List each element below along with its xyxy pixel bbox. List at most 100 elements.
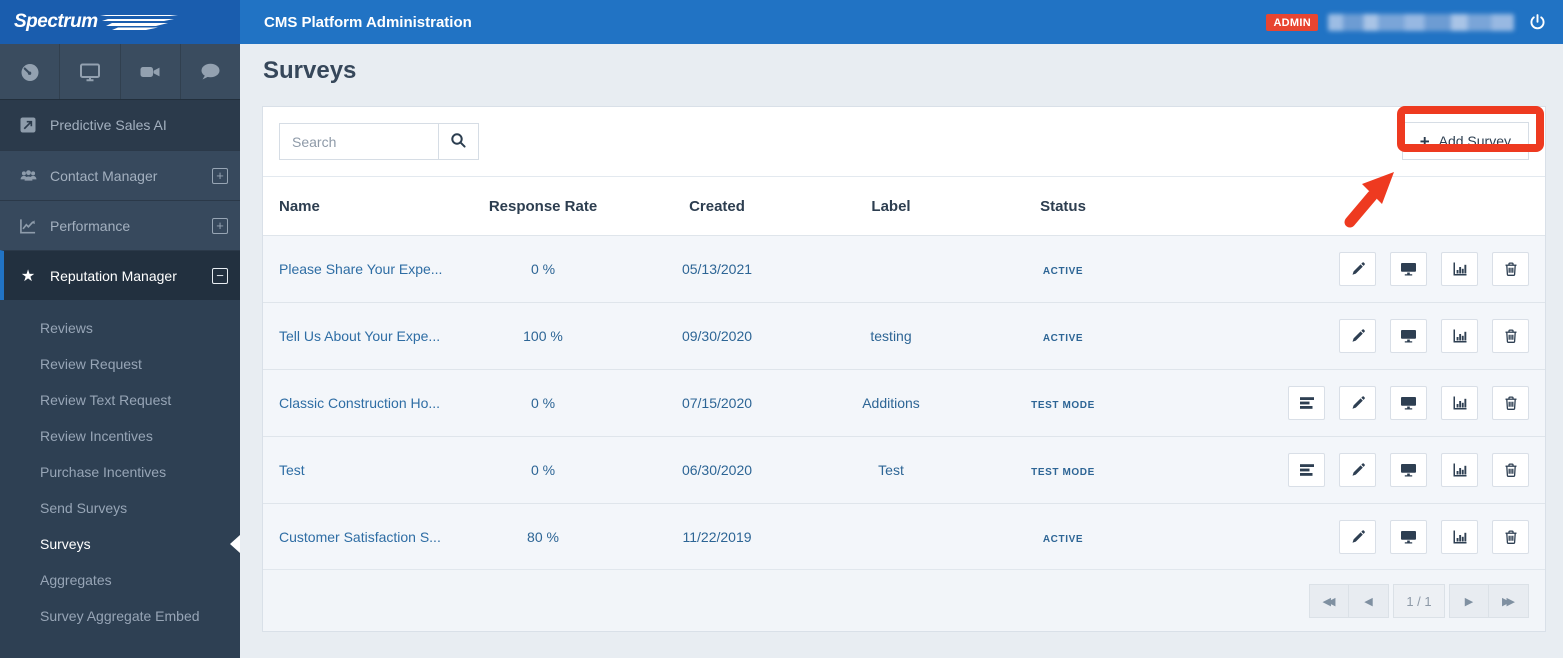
preview-monitor-button[interactable] bbox=[1390, 386, 1428, 420]
response-rate-cell: 0 % bbox=[530, 395, 556, 411]
edit-button[interactable] bbox=[1339, 252, 1377, 286]
sidebar-item-performance[interactable]: Performance + bbox=[0, 200, 240, 250]
next-page-button[interactable]: ▶ bbox=[1449, 584, 1489, 618]
sidebar-subitem-survey-aggregate-embed[interactable]: Survey Aggregate Embed bbox=[40, 608, 200, 624]
response-rate-cell: 80 % bbox=[527, 529, 559, 545]
sidebar-item-label: Reputation Manager bbox=[50, 267, 177, 284]
edit-button[interactable] bbox=[1339, 386, 1377, 420]
label-cell: Test bbox=[878, 462, 904, 478]
double-left-arrow-icon: ◀ ◀ bbox=[1322, 595, 1336, 608]
preview-monitor-button[interactable] bbox=[1390, 319, 1428, 353]
tasks-button[interactable] bbox=[1288, 386, 1326, 420]
reputation-submenu: Reviews Review Request Review Text Reque… bbox=[0, 300, 240, 634]
column-header-status: Status bbox=[1040, 197, 1086, 215]
survey-name-link[interactable]: Tell Us About Your Expe... bbox=[279, 328, 441, 344]
created-cell: 07/15/2020 bbox=[681, 395, 753, 411]
sidebar-subitem-review-text-request[interactable]: Review Text Request bbox=[40, 392, 172, 408]
dashboard-icon[interactable] bbox=[0, 44, 61, 99]
users-icon bbox=[16, 166, 40, 186]
column-header-created: Created bbox=[689, 197, 745, 215]
survey-name-link[interactable]: Please Share Your Expe... bbox=[279, 261, 443, 277]
sidebar-subitem-send-surveys[interactable]: Send Surveys bbox=[40, 500, 128, 516]
delete-trash-button[interactable] bbox=[1492, 252, 1529, 286]
collapse-minus-icon[interactable]: − bbox=[212, 267, 228, 284]
add-survey-button[interactable]: + Add Survey bbox=[1401, 122, 1529, 160]
table-row: Customer Satisfaction S... 80 % 11/22/20… bbox=[263, 503, 1545, 570]
label-cell: Additions bbox=[862, 395, 920, 411]
table-row: Please Share Your Expe... 0 % 05/13/2021… bbox=[263, 235, 1545, 302]
stats-chart-button[interactable] bbox=[1441, 319, 1479, 353]
stats-chart-button[interactable] bbox=[1441, 386, 1479, 420]
edit-button[interactable] bbox=[1339, 319, 1377, 353]
tasks-button[interactable] bbox=[1288, 453, 1326, 487]
power-icon[interactable] bbox=[1528, 13, 1547, 32]
created-cell: 09/30/2020 bbox=[681, 328, 753, 344]
toolbar: + Add Survey bbox=[263, 107, 1545, 177]
delete-trash-button[interactable] bbox=[1492, 520, 1529, 554]
preview-monitor-button[interactable] bbox=[1390, 453, 1428, 487]
sidebar-subitem-purchase-incentives[interactable]: Purchase Incentives bbox=[40, 464, 167, 480]
delete-trash-button[interactable] bbox=[1492, 386, 1529, 420]
search-input[interactable] bbox=[279, 123, 439, 160]
table-row: Tell Us About Your Expe... 100 % 09/30/2… bbox=[263, 302, 1545, 369]
edit-button[interactable] bbox=[1339, 520, 1377, 554]
table-row: Classic Construction Ho... 0 % 07/15/202… bbox=[263, 369, 1545, 436]
stats-chart-button[interactable] bbox=[1441, 252, 1479, 286]
created-cell: 11/22/2019 bbox=[682, 529, 752, 545]
stats-chart-button[interactable] bbox=[1441, 453, 1479, 487]
desktop-icon[interactable] bbox=[60, 44, 121, 99]
search-icon bbox=[450, 132, 467, 152]
survey-name-link[interactable]: Test bbox=[279, 462, 305, 478]
pagination: ◀ ◀ ◀ 1 / 1 ▶ ▶ ▶ bbox=[1309, 584, 1529, 618]
sidebar-subitem-surveys[interactable]: Surveys bbox=[0, 526, 240, 562]
brand-stripes-icon bbox=[99, 15, 178, 30]
last-page-button[interactable]: ▶ ▶ bbox=[1489, 584, 1529, 618]
double-right-arrow-icon: ▶ ▶ bbox=[1502, 595, 1515, 608]
redacted-username bbox=[1328, 13, 1514, 31]
table-row: Test 0 % 06/30/2020 Test TEST MODE bbox=[263, 436, 1545, 503]
sidebar-icon-row bbox=[0, 44, 240, 100]
label-cell: testing bbox=[870, 328, 912, 344]
response-rate-cell: 0 % bbox=[530, 462, 556, 478]
preview-monitor-button[interactable] bbox=[1390, 252, 1428, 286]
chart-square-icon bbox=[16, 115, 40, 135]
response-rate-cell: 100 % bbox=[523, 328, 563, 344]
stats-chart-button[interactable] bbox=[1441, 520, 1479, 554]
line-chart-icon bbox=[16, 216, 40, 236]
created-cell: 05/13/2021 bbox=[681, 261, 753, 277]
survey-name-link[interactable]: Customer Satisfaction S... bbox=[279, 529, 441, 545]
status-badge: TEST MODE bbox=[1031, 467, 1095, 478]
sidebar-subitem-aggregates[interactable]: Aggregates bbox=[40, 572, 112, 588]
brand-logo: Spectrum bbox=[0, 0, 240, 44]
status-badge: TEST MODE bbox=[1031, 400, 1095, 411]
star-icon: ★ bbox=[20, 267, 36, 285]
video-camera-icon[interactable] bbox=[121, 44, 181, 99]
sidebar-item-predictive-sales-ai[interactable]: Predictive Sales AI bbox=[0, 100, 240, 150]
prev-page-button[interactable]: ◀ bbox=[1349, 584, 1389, 618]
sidebar-item-reputation-manager[interactable]: ★ Reputation Manager − bbox=[0, 250, 240, 300]
delete-trash-button[interactable] bbox=[1492, 319, 1529, 353]
preview-monitor-button[interactable] bbox=[1390, 520, 1428, 554]
column-header-name: Name bbox=[279, 197, 320, 215]
column-header-label: Label bbox=[871, 197, 911, 215]
sidebar-item-contact-manager[interactable]: Contact Manager + bbox=[0, 150, 240, 200]
delete-trash-button[interactable] bbox=[1492, 453, 1529, 487]
top-bar: Spectrum CMS Platform Administration ADM… bbox=[0, 0, 1563, 44]
survey-name-link[interactable]: Classic Construction Ho... bbox=[279, 395, 441, 411]
admin-badge: ADMIN bbox=[1266, 13, 1318, 31]
status-badge: ACTIVE bbox=[1042, 534, 1084, 545]
expand-plus-icon[interactable]: + bbox=[212, 167, 228, 184]
search-button[interactable] bbox=[439, 123, 479, 160]
left-arrow-icon: ◀ bbox=[1364, 595, 1373, 608]
sidebar-subitem-review-request[interactable]: Review Request bbox=[40, 356, 142, 372]
sidebar-subitem-review-incentives[interactable]: Review Incentives bbox=[40, 428, 153, 444]
app-title: CMS Platform Administration bbox=[264, 13, 472, 31]
sidebar-subitem-reviews[interactable]: Reviews bbox=[40, 320, 93, 336]
chat-icon[interactable] bbox=[181, 44, 240, 99]
first-page-button[interactable]: ◀ ◀ bbox=[1309, 584, 1349, 618]
sidebar-item-label: Performance bbox=[50, 217, 131, 234]
edit-button[interactable] bbox=[1339, 453, 1377, 487]
expand-plus-icon[interactable]: + bbox=[212, 217, 228, 234]
response-rate-cell: 0 % bbox=[530, 261, 556, 277]
status-badge: ACTIVE bbox=[1042, 333, 1084, 344]
